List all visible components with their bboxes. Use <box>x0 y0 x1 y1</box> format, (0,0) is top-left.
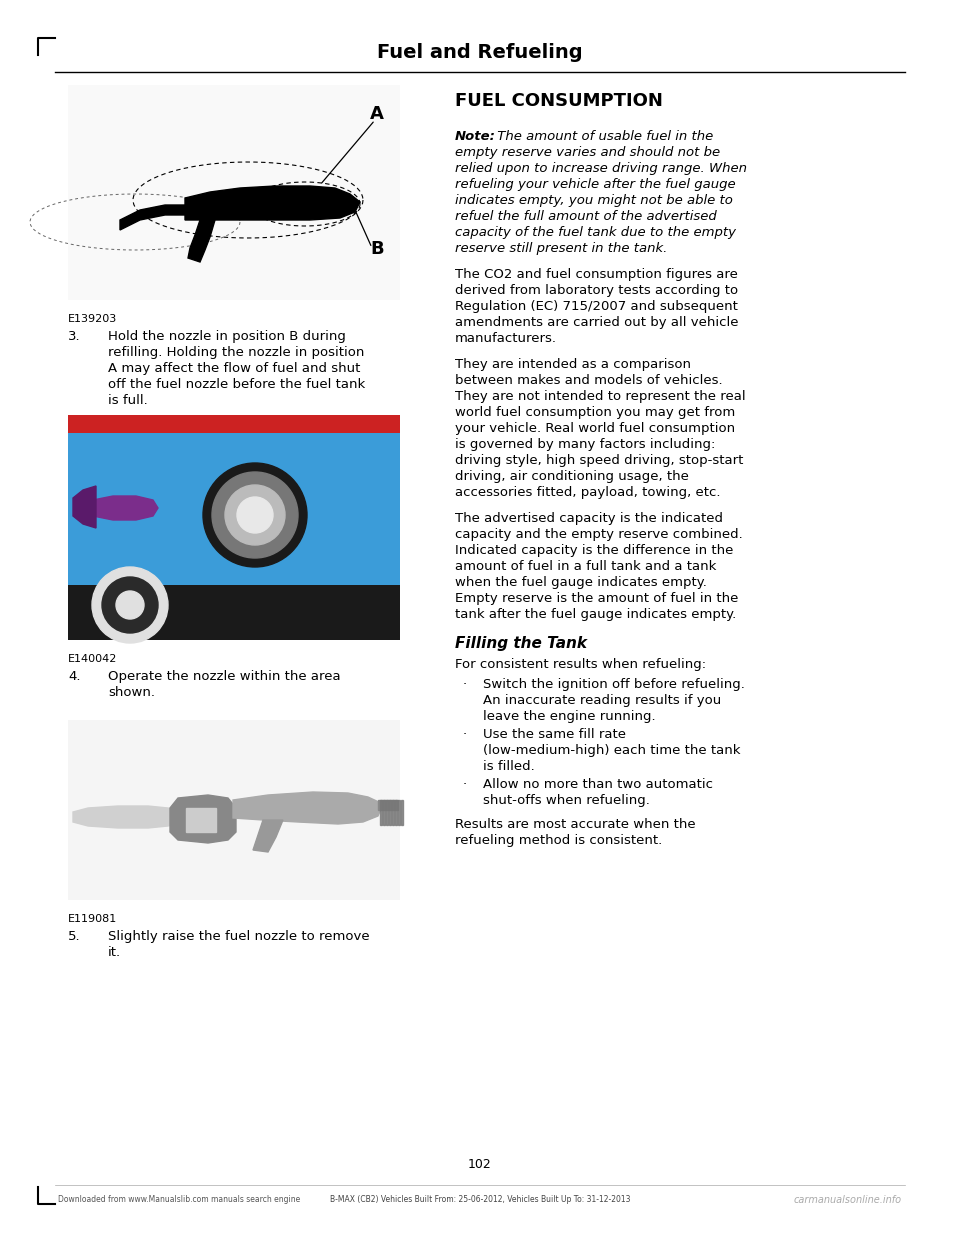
Text: leave the engine running.: leave the engine running. <box>483 710 656 723</box>
Text: Results are most accurate when the: Results are most accurate when the <box>455 818 696 831</box>
Text: They are not intended to represent the real: They are not intended to represent the r… <box>455 390 746 402</box>
Text: is full.: is full. <box>108 394 148 407</box>
Polygon shape <box>78 496 158 520</box>
Text: derived from laboratory tests according to: derived from laboratory tests according … <box>455 284 738 297</box>
Circle shape <box>102 578 158 633</box>
Text: ·: · <box>463 728 468 741</box>
Text: it.: it. <box>108 946 121 959</box>
Text: An inaccurate reading results if you: An inaccurate reading results if you <box>483 694 721 707</box>
Text: Switch the ignition off before refueling.: Switch the ignition off before refueling… <box>483 678 745 691</box>
Text: FUEL CONSUMPTION: FUEL CONSUMPTION <box>455 92 662 111</box>
Text: Regulation (EC) 715/2007 and subsequent: Regulation (EC) 715/2007 and subsequent <box>455 301 738 313</box>
Text: ·: · <box>463 777 468 791</box>
Text: reserve still present in the tank.: reserve still present in the tank. <box>455 242 667 255</box>
Text: Filling the Tank: Filling the Tank <box>455 636 587 651</box>
Text: capacity and the empty reserve combined.: capacity and the empty reserve combined. <box>455 528 743 542</box>
Text: between makes and models of vehicles.: between makes and models of vehicles. <box>455 374 723 388</box>
Text: 5.: 5. <box>68 930 81 943</box>
Text: amendments are carried out by all vehicle: amendments are carried out by all vehicl… <box>455 315 738 329</box>
Polygon shape <box>378 800 398 810</box>
Polygon shape <box>389 800 391 825</box>
Text: refilling. Holding the nozzle in position: refilling. Holding the nozzle in positio… <box>108 347 365 359</box>
Text: Indicated capacity is the difference in the: Indicated capacity is the difference in … <box>455 544 733 556</box>
Circle shape <box>225 484 285 545</box>
Polygon shape <box>188 220 215 262</box>
Polygon shape <box>253 820 283 852</box>
Text: shown.: shown. <box>108 686 155 699</box>
Text: Hold the nozzle in position B during: Hold the nozzle in position B during <box>108 330 346 343</box>
Text: Fuel and Refueling: Fuel and Refueling <box>377 42 583 62</box>
Text: world fuel consumption you may get from: world fuel consumption you may get from <box>455 406 735 419</box>
Bar <box>68 84 400 301</box>
Polygon shape <box>185 186 360 220</box>
Text: 3.: 3. <box>68 330 81 343</box>
Text: when the fuel gauge indicates empty.: when the fuel gauge indicates empty. <box>455 576 707 589</box>
Circle shape <box>203 463 307 568</box>
Text: shut-offs when refueling.: shut-offs when refueling. <box>483 794 650 807</box>
Polygon shape <box>395 800 397 825</box>
Text: A may affect the flow of fuel and shut: A may affect the flow of fuel and shut <box>108 361 360 375</box>
Text: A: A <box>370 106 384 123</box>
Circle shape <box>116 591 144 619</box>
Polygon shape <box>386 800 388 825</box>
Text: The advertised capacity is the indicated: The advertised capacity is the indicated <box>455 512 723 525</box>
Text: driving style, high speed driving, stop-start: driving style, high speed driving, stop-… <box>455 455 743 467</box>
Text: manufacturers.: manufacturers. <box>455 332 557 345</box>
Text: refuel the full amount of the advertised: refuel the full amount of the advertised <box>455 210 717 224</box>
Text: relied upon to increase driving range. When: relied upon to increase driving range. W… <box>455 161 747 175</box>
Text: driving, air conditioning usage, the: driving, air conditioning usage, the <box>455 469 689 483</box>
Bar <box>68 720 400 900</box>
Circle shape <box>92 568 168 643</box>
Text: Note:: Note: <box>455 130 496 143</box>
Text: Use the same fill rate: Use the same fill rate <box>483 728 626 741</box>
Text: Operate the nozzle within the area: Operate the nozzle within the area <box>108 669 341 683</box>
Circle shape <box>237 497 273 533</box>
Polygon shape <box>380 800 382 825</box>
Polygon shape <box>392 800 394 825</box>
Polygon shape <box>186 809 216 832</box>
Text: amount of fuel in a full tank and a tank: amount of fuel in a full tank and a tank <box>455 560 716 573</box>
Text: tank after the fuel gauge indicates empty.: tank after the fuel gauge indicates empt… <box>455 609 736 621</box>
Text: accessories fitted, payload, towing, etc.: accessories fitted, payload, towing, etc… <box>455 486 721 499</box>
Text: refueling method is consistent.: refueling method is consistent. <box>455 833 662 847</box>
Polygon shape <box>383 800 385 825</box>
Text: E139203: E139203 <box>68 314 117 324</box>
Polygon shape <box>170 795 236 843</box>
Text: indicates empty, you might not be able to: indicates empty, you might not be able t… <box>455 194 732 207</box>
Text: Slightly raise the fuel nozzle to remove: Slightly raise the fuel nozzle to remove <box>108 930 370 943</box>
Text: The CO2 and fuel consumption figures are: The CO2 and fuel consumption figures are <box>455 268 738 281</box>
Text: capacity of the fuel tank due to the empty: capacity of the fuel tank due to the emp… <box>455 226 736 238</box>
Text: Downloaded from www.Manualslib.com manuals search engine: Downloaded from www.Manualslib.com manua… <box>58 1195 300 1203</box>
Text: B-MAX (CB2) Vehicles Built From: 25-06-2012, Vehicles Built Up To: 31-12-2013: B-MAX (CB2) Vehicles Built From: 25-06-2… <box>329 1195 631 1203</box>
Polygon shape <box>73 486 96 528</box>
Bar <box>68 415 400 433</box>
Text: is governed by many factors including:: is governed by many factors including: <box>455 438 715 451</box>
Bar <box>68 415 400 640</box>
Text: off the fuel nozzle before the fuel tank: off the fuel nozzle before the fuel tank <box>108 378 365 391</box>
Polygon shape <box>73 806 183 828</box>
Text: For consistent results when refueling:: For consistent results when refueling: <box>455 658 707 671</box>
Text: E119081: E119081 <box>68 914 117 924</box>
Polygon shape <box>233 792 383 823</box>
Circle shape <box>212 472 298 558</box>
Text: E140042: E140042 <box>68 655 117 664</box>
Text: 102: 102 <box>468 1158 492 1171</box>
Text: your vehicle. Real world fuel consumption: your vehicle. Real world fuel consumptio… <box>455 422 735 435</box>
Polygon shape <box>401 800 403 825</box>
Text: Empty reserve is the amount of fuel in the: Empty reserve is the amount of fuel in t… <box>455 592 738 605</box>
Polygon shape <box>398 800 400 825</box>
Text: B: B <box>370 240 384 258</box>
Text: ·: · <box>463 678 468 691</box>
Polygon shape <box>120 205 185 230</box>
Text: They are intended as a comparison: They are intended as a comparison <box>455 358 691 371</box>
Text: empty reserve varies and should not be: empty reserve varies and should not be <box>455 147 720 159</box>
Text: (low-medium-high) each time the tank: (low-medium-high) each time the tank <box>483 744 740 758</box>
Text: 4.: 4. <box>68 669 81 683</box>
Text: The amount of usable fuel in the: The amount of usable fuel in the <box>493 130 713 143</box>
Text: carmanualsonline.info: carmanualsonline.info <box>794 1195 902 1205</box>
Text: refueling your vehicle after the fuel gauge: refueling your vehicle after the fuel ga… <box>455 178 735 191</box>
Text: is filled.: is filled. <box>483 760 535 773</box>
Text: Allow no more than two automatic: Allow no more than two automatic <box>483 777 713 791</box>
Bar <box>68 585 400 640</box>
